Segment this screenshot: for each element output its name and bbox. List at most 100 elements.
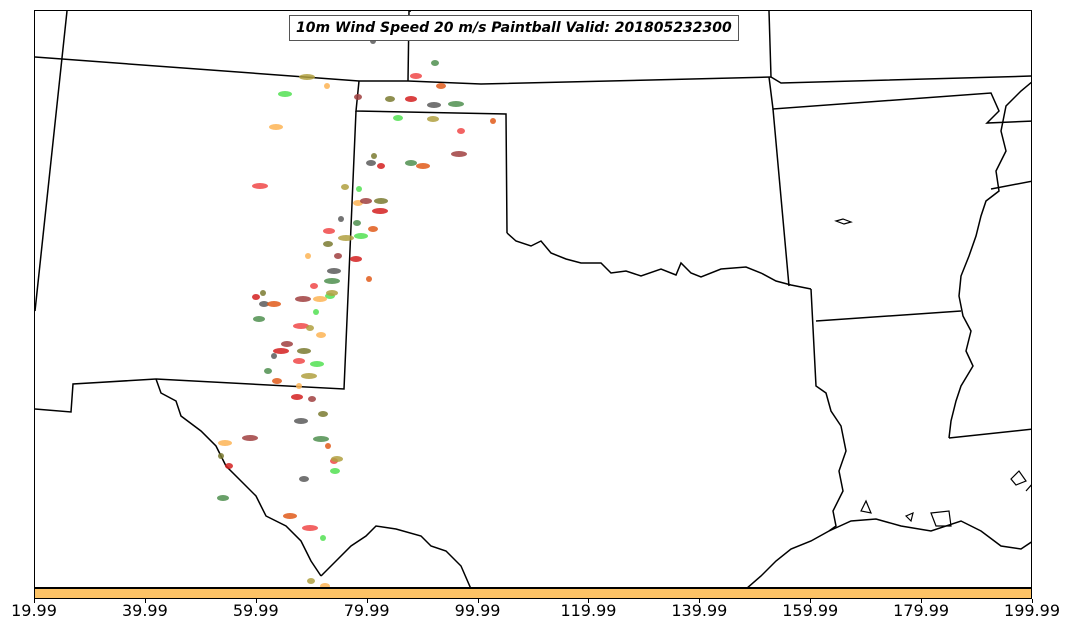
coastal-details bbox=[834, 218, 1031, 527]
tx-rio-grande bbox=[320, 525, 471, 587]
paintball-blob bbox=[325, 443, 331, 449]
paintball-blob bbox=[405, 96, 417, 102]
paintball-blob bbox=[310, 283, 318, 289]
paintball-blob bbox=[217, 495, 229, 501]
paintball-blob bbox=[295, 296, 311, 302]
paintball-blob bbox=[225, 463, 233, 469]
paintball-blob bbox=[416, 163, 430, 169]
paintball-blob bbox=[451, 151, 467, 157]
border-wy-co-west bbox=[35, 11, 68, 312]
paintball-blob bbox=[301, 373, 317, 379]
paintball-blob bbox=[252, 183, 268, 189]
map-canvas bbox=[35, 11, 1031, 587]
colorbar-tick-label: 199.99 bbox=[1004, 601, 1060, 620]
paintball-blob bbox=[320, 535, 326, 541]
paintball-blob bbox=[313, 309, 319, 315]
paintball-blob bbox=[281, 341, 293, 347]
colorbar-tick bbox=[1032, 599, 1033, 603]
paintball-blob bbox=[242, 435, 258, 441]
border-la-ms-river bbox=[948, 81, 1031, 439]
paintball-blob bbox=[267, 301, 281, 307]
border-ms-east bbox=[990, 180, 1031, 190]
paintball-blob bbox=[393, 115, 403, 121]
paintball-blob bbox=[218, 453, 224, 459]
paintball-blob bbox=[294, 418, 308, 424]
colorbar-tick-label: 59.99 bbox=[232, 601, 279, 620]
paintball-blob bbox=[431, 60, 439, 66]
colorbar-tick bbox=[588, 599, 590, 603]
paintball-blob bbox=[253, 316, 265, 322]
paintball-blob bbox=[371, 153, 377, 159]
paintball-blob bbox=[338, 235, 354, 241]
paintball-blob bbox=[269, 124, 283, 130]
paintball-blob bbox=[283, 513, 297, 519]
paintball-blob bbox=[324, 278, 340, 284]
state-boundaries bbox=[35, 11, 1031, 587]
paintball-blob bbox=[260, 290, 266, 296]
paintball-blob bbox=[299, 476, 309, 482]
la-coastline bbox=[828, 518, 1031, 550]
paintball-blob bbox=[310, 361, 324, 367]
paintball-blob bbox=[320, 583, 330, 587]
colorbar-tick-label: 159.99 bbox=[782, 601, 839, 620]
paintball-blob bbox=[307, 578, 315, 584]
border-tx-la bbox=[810, 288, 847, 532]
paintball-blob bbox=[350, 256, 362, 262]
paintball-blob bbox=[356, 186, 362, 192]
paintball-blob bbox=[313, 436, 329, 442]
paintball-blob bbox=[448, 101, 464, 107]
paintball-blob bbox=[299, 74, 315, 80]
colorbar-tick-label: 79.99 bbox=[343, 601, 390, 620]
paintball-blob bbox=[353, 220, 361, 226]
tx-coastline bbox=[747, 530, 830, 587]
border-ne-ks bbox=[359, 76, 772, 85]
colorbar-tick-label: 119.99 bbox=[560, 601, 617, 620]
paintball-blob bbox=[334, 253, 342, 259]
paintball-blob bbox=[323, 241, 333, 247]
colorbar-tick bbox=[699, 599, 701, 603]
paintball-blob bbox=[366, 276, 372, 282]
chart-title: 10m Wind Speed 20 m/s Paintball Valid: 2… bbox=[289, 15, 739, 41]
paintball-blob bbox=[410, 73, 422, 79]
paintball-blob bbox=[278, 91, 292, 97]
paintball-blob bbox=[372, 208, 388, 214]
colorbar-tick-label: 39.99 bbox=[121, 601, 168, 620]
paintball-blob bbox=[293, 358, 305, 364]
colorbar-tick bbox=[477, 599, 479, 603]
paintball-blob bbox=[305, 253, 311, 259]
paintball-blob bbox=[341, 184, 349, 190]
colorbar-tick bbox=[144, 599, 146, 603]
paintball-blob bbox=[326, 290, 338, 296]
paintball-blob bbox=[366, 160, 376, 166]
paintball-blob bbox=[338, 216, 344, 222]
paintball-blob bbox=[272, 378, 282, 384]
paintball-blob bbox=[302, 525, 318, 531]
colorbar-tick-label: 99.99 bbox=[454, 601, 501, 620]
colorbar-tick bbox=[810, 599, 812, 603]
paintball-blob bbox=[271, 353, 277, 359]
border-la-ms-south bbox=[948, 428, 1031, 439]
border-nm-tx bbox=[155, 110, 357, 390]
paintball-blob bbox=[354, 233, 368, 239]
paintball-blob bbox=[330, 468, 340, 474]
border-ks-mo bbox=[768, 11, 772, 78]
colorbar bbox=[34, 588, 1032, 599]
paintball-blob bbox=[218, 440, 232, 446]
border-ar-la bbox=[815, 310, 962, 322]
paintball-blob bbox=[324, 83, 330, 89]
paintball-blob bbox=[327, 268, 341, 274]
paintball-blob bbox=[490, 118, 496, 124]
paintball-blob bbox=[306, 325, 314, 331]
paintball-blob bbox=[293, 323, 309, 329]
border-mo-east bbox=[768, 76, 1031, 124]
colorbar-tick-label: 19.99 bbox=[11, 601, 57, 620]
paintball-blob bbox=[427, 102, 441, 108]
paintball-blob bbox=[308, 396, 316, 402]
colorbar-tick bbox=[255, 599, 257, 603]
colorbar-tick bbox=[34, 599, 35, 603]
paintball-blob bbox=[318, 411, 328, 417]
colorbar-tick bbox=[366, 599, 368, 603]
paintball-blob bbox=[259, 301, 269, 307]
paintball-blob bbox=[377, 163, 385, 169]
map-panel bbox=[34, 10, 1032, 588]
